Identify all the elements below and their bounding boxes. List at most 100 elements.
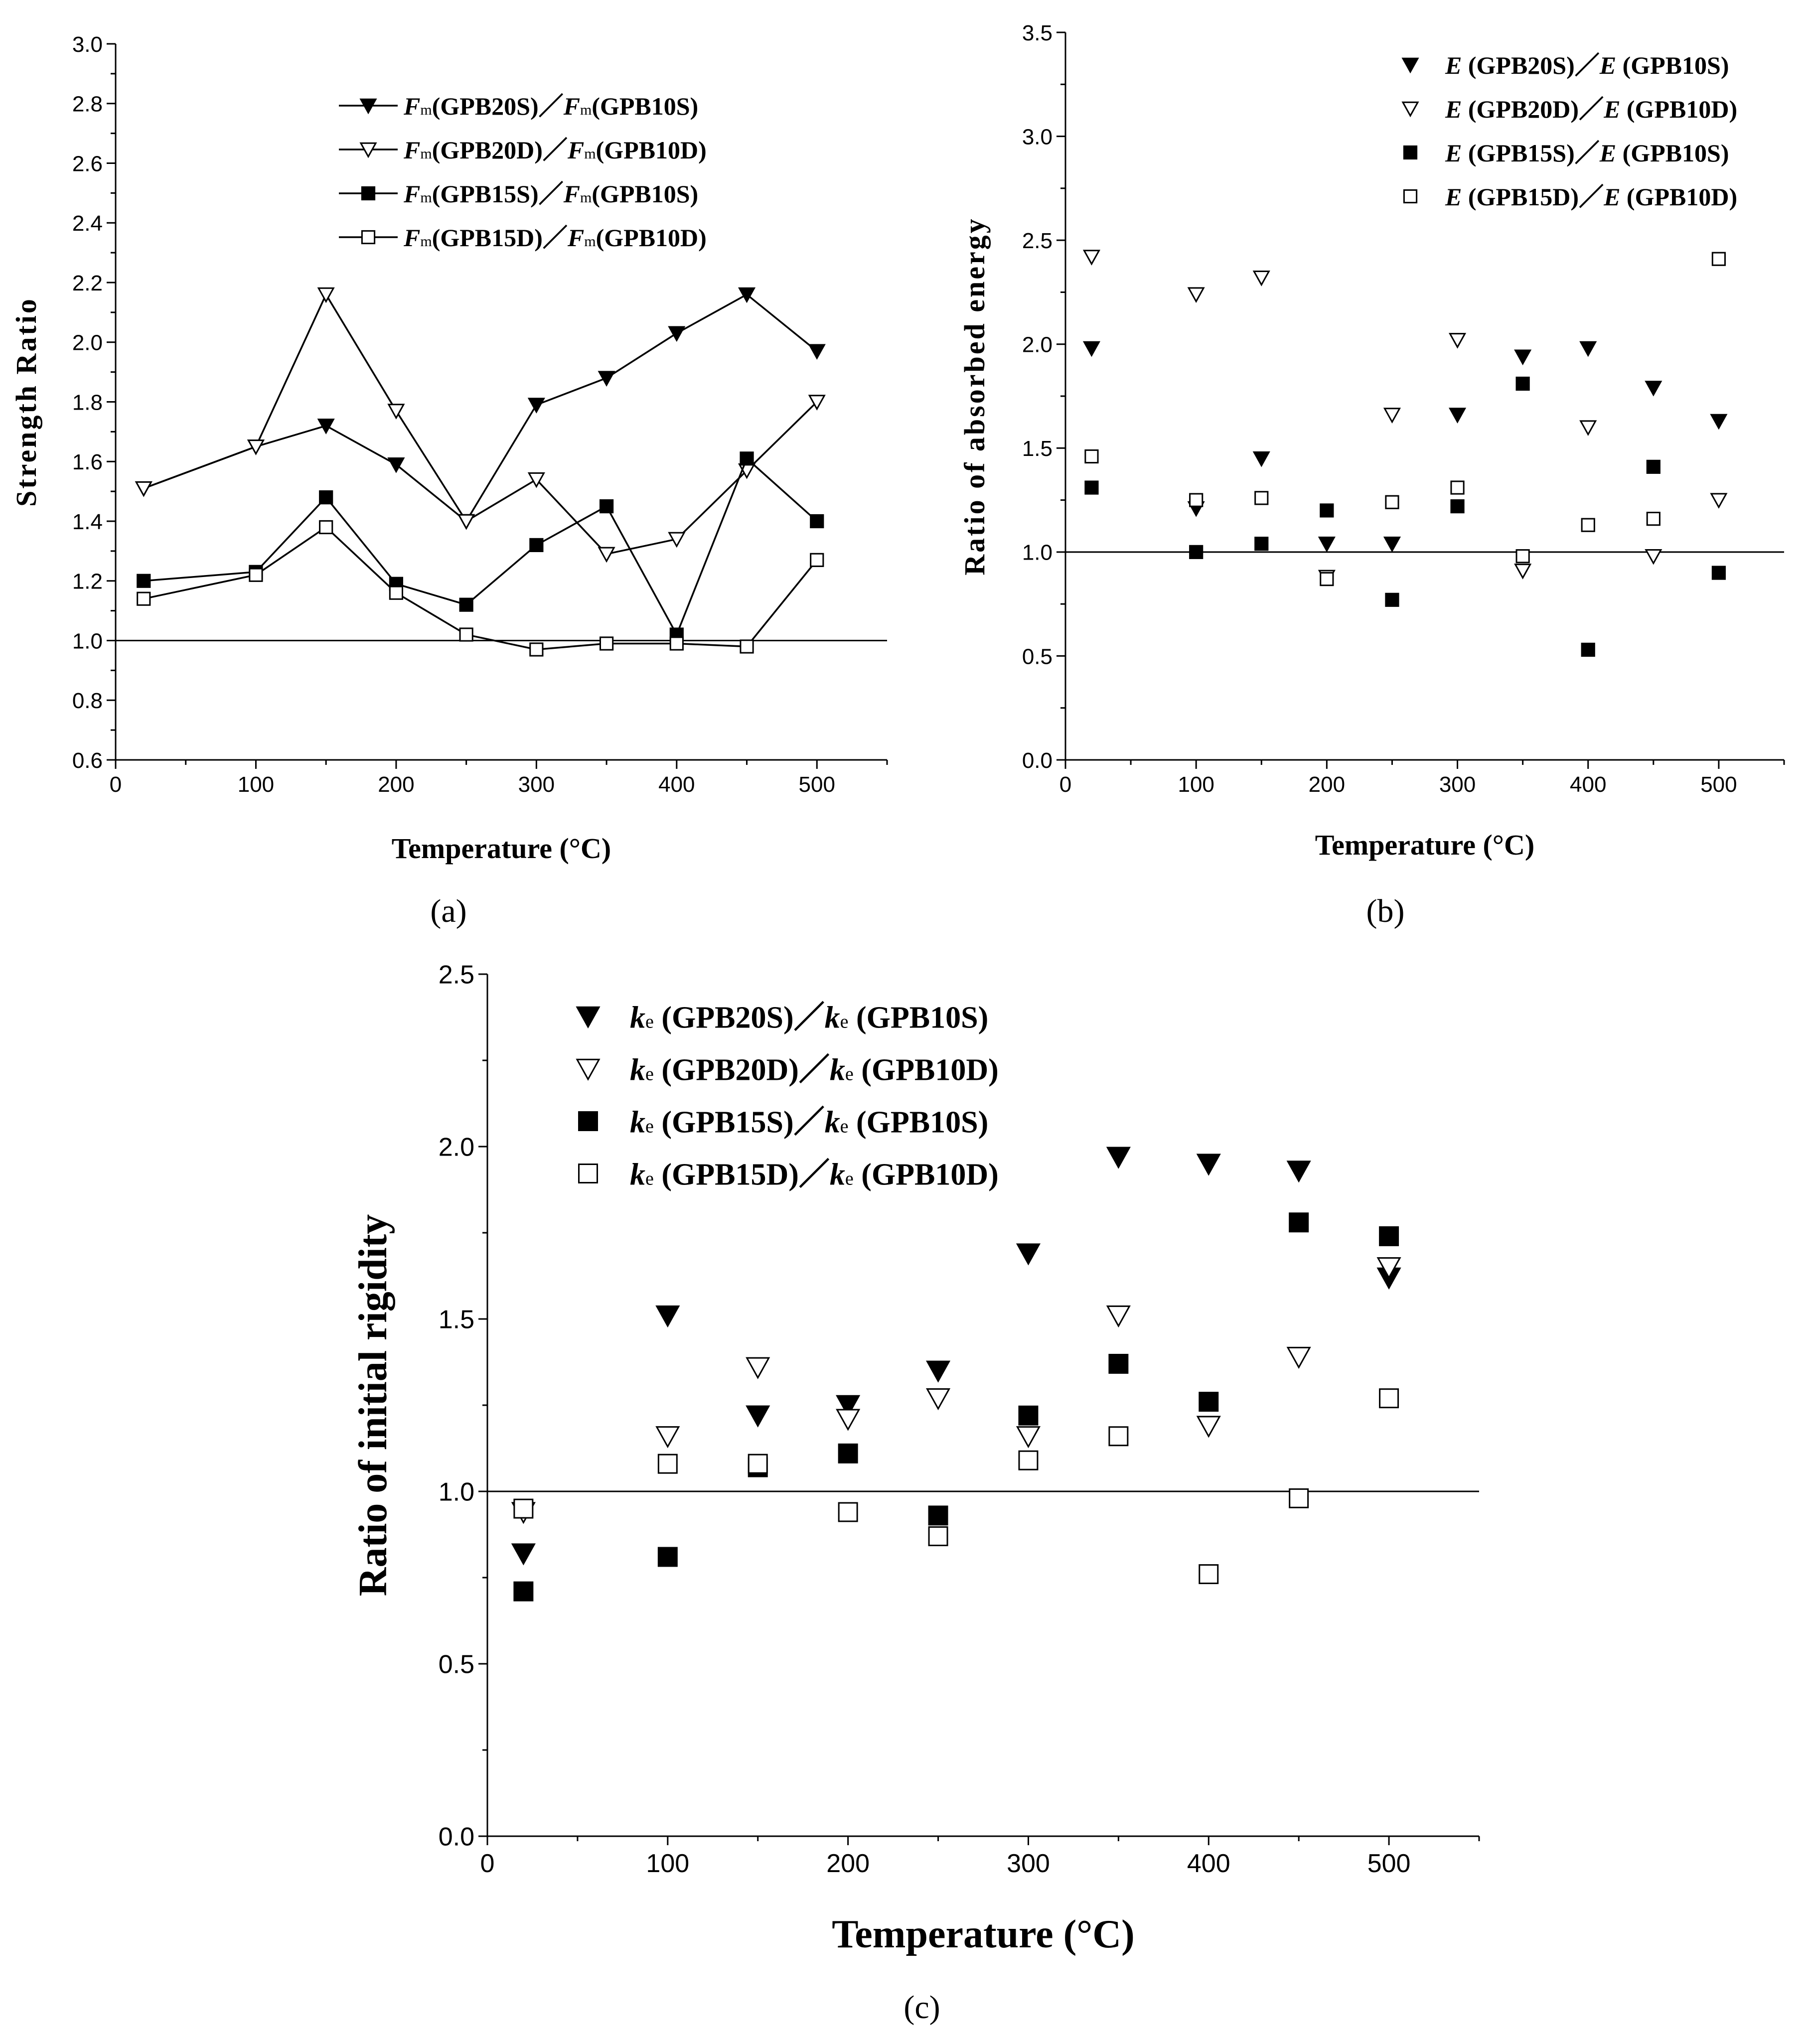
legend-label: E (GPB15S)／E (GPB10S) <box>1445 139 1729 167</box>
legend-marker <box>1403 145 1418 160</box>
y-tick-label: 2.6 <box>72 151 103 176</box>
data-point <box>1252 451 1270 467</box>
x-tick-label: 200 <box>1309 772 1345 797</box>
legend-label-part: (GPB15D) <box>1462 183 1579 211</box>
legend-marker <box>578 1164 598 1183</box>
data-point <box>1645 549 1662 565</box>
legend-label-part: F <box>563 92 580 120</box>
data-point <box>928 1505 948 1526</box>
data-point <box>1189 493 1204 507</box>
series-line <box>144 457 818 637</box>
x-tick-label: 200 <box>378 772 414 797</box>
legend-label-part: F <box>567 224 584 252</box>
legend-label-part: (GPB10D) <box>596 136 707 164</box>
y-tick-label: 3.0 <box>1022 125 1053 149</box>
legend-label: Fm(GPB15S)／Fm(GPB10S) <box>403 180 698 208</box>
data-point <box>513 1581 534 1602</box>
data-point <box>459 627 473 642</box>
x-tick-label: 100 <box>1178 772 1214 797</box>
legend-label-part: (GPB15S) <box>1462 139 1574 167</box>
data-point <box>319 490 333 505</box>
data-point <box>1448 333 1467 349</box>
data-point <box>1646 459 1660 474</box>
chart-panel-c: 0 100 200 300 400 500 0.0 0.5 1.0 1.5 2.0 2.5 Temper… <box>351 961 1480 2026</box>
data-point <box>657 1454 678 1474</box>
data-point <box>1289 1488 1309 1508</box>
legend-label-part: e <box>645 1168 654 1189</box>
legend-label: ke (GPB15D)／ke (GPB10D) <box>630 1157 999 1191</box>
data-point <box>1514 349 1532 366</box>
data-point <box>808 395 826 411</box>
data-point <box>598 547 615 563</box>
data-point <box>928 1526 948 1546</box>
data-point <box>1286 1161 1311 1183</box>
legend-label: Fm(GPB15D)／Fm(GPB10D) <box>403 224 707 252</box>
data-point <box>740 639 754 654</box>
data-point <box>317 287 335 303</box>
y-tick-label: 1.5 <box>439 1306 474 1334</box>
series-3 <box>1084 376 1726 657</box>
legend-label-part: F <box>567 136 584 164</box>
data-point <box>1016 1243 1041 1266</box>
legend-label-part: F <box>403 180 420 208</box>
y-tick-label: 2.8 <box>72 92 103 117</box>
legend-label-part: ／ <box>799 1052 830 1087</box>
legend-label-part: e <box>840 1011 849 1032</box>
data-point <box>838 1443 858 1463</box>
legend-label-part: k <box>830 1158 845 1191</box>
data-point <box>1385 592 1399 607</box>
legend-label-part: ／ <box>1575 139 1600 167</box>
data-point <box>1189 545 1204 559</box>
data-point <box>1450 499 1465 514</box>
data-point <box>1252 270 1270 287</box>
legend-label-part: E <box>1603 183 1620 211</box>
legend-label-part: (GPB20S) <box>1462 51 1574 79</box>
data-point <box>599 636 614 651</box>
y-axis-title: Strength Ratio <box>10 297 42 507</box>
legend-label-part: m <box>580 189 592 206</box>
legend-label-part: (GPB15S) <box>432 180 539 208</box>
data-point <box>655 1305 680 1328</box>
data-point <box>1383 408 1401 424</box>
data-point <box>1581 518 1595 532</box>
data-point <box>746 1405 770 1428</box>
data-point <box>1710 493 1728 509</box>
legend-label-part: e <box>845 1168 854 1189</box>
y-tick-label: 0.0 <box>1022 748 1053 773</box>
legend-label-part: k <box>630 1053 645 1087</box>
data-point <box>247 439 265 455</box>
data-point <box>1515 549 1530 564</box>
y-tick-label: 0.8 <box>72 689 103 713</box>
legend-label: ke (GPB20D)／ke (GPB10D) <box>630 1052 999 1087</box>
chart-panel-a: 0 100 200 300 400 500 0.6 0.8 1.0 1.2 1.4 1.6 1.8 2.0… <box>10 32 888 929</box>
data-point <box>1196 1416 1221 1438</box>
series-1 <box>511 1147 1401 1566</box>
legend-label-part: (GPB20D) <box>654 1053 799 1087</box>
series-2 <box>511 1257 1401 1524</box>
panel-label: (b) <box>1366 893 1405 929</box>
legend-label-part: (GPB10S) <box>849 1105 989 1139</box>
data-point <box>1320 503 1334 518</box>
y-tick-label: 2.4 <box>72 211 103 236</box>
data-point <box>319 520 333 535</box>
data-point <box>838 1502 858 1522</box>
y-tick-label: 1.8 <box>72 390 103 415</box>
y-tick-label: 1.5 <box>1022 437 1053 461</box>
data-point <box>1383 536 1401 553</box>
legend-marker <box>1401 57 1419 74</box>
data-point <box>1254 491 1269 505</box>
x-axis-title: Temperature (°C) <box>1315 829 1534 861</box>
y-axis-title: Ratio of absorbed energy <box>958 217 991 575</box>
data-point <box>1385 495 1399 509</box>
legend-label-part: E <box>1603 95 1620 123</box>
x-tick-label: 300 <box>1439 772 1476 797</box>
legend-label-part: m <box>420 233 432 250</box>
data-point <box>457 514 475 530</box>
legend-label-part: (GPB10S) <box>1616 51 1729 79</box>
legend-label-part: (GPB10S) <box>849 1001 989 1034</box>
x-tick-label: 100 <box>646 1849 689 1878</box>
legend-label-part: (GPB10D) <box>1620 183 1737 211</box>
x-tick-label: 300 <box>518 772 555 797</box>
data-point <box>1084 449 1099 464</box>
